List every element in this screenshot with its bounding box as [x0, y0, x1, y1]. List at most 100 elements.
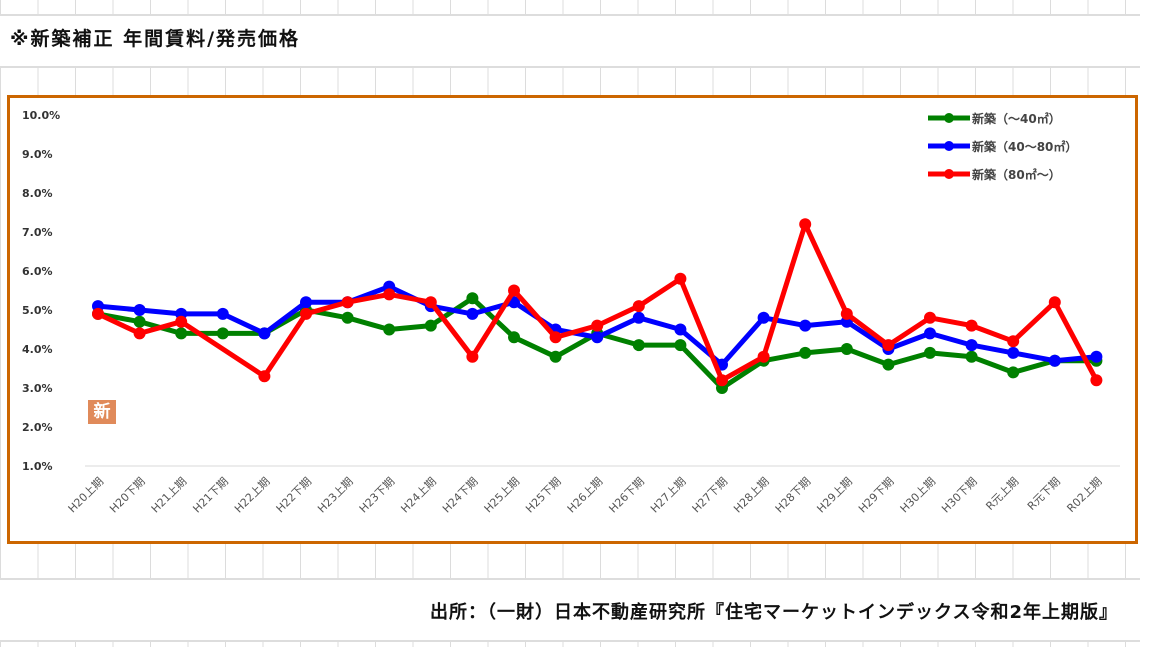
data-point	[341, 296, 354, 309]
data-point	[965, 339, 978, 352]
data-point	[716, 374, 728, 387]
data-point	[799, 346, 812, 359]
series-line	[96, 221, 1099, 383]
legend-marker	[944, 141, 954, 151]
data-point	[508, 284, 520, 297]
legend-marker	[944, 113, 954, 123]
data-point	[466, 307, 479, 320]
y-tick-label: 1.0%	[22, 460, 53, 473]
data-point	[1090, 350, 1103, 363]
data-point	[799, 319, 812, 332]
x-tick-label: R元下期	[1025, 475, 1063, 513]
data-point	[799, 218, 812, 231]
data-point	[1007, 335, 1020, 348]
legend-marker	[944, 169, 954, 179]
data-point	[341, 311, 354, 324]
x-tick-label: H21上期	[149, 475, 190, 516]
x-tick-label: H24下期	[440, 475, 481, 516]
data-point	[632, 311, 645, 324]
y-tick-label: 2.0%	[22, 421, 53, 434]
data-point	[965, 350, 978, 363]
data-point	[674, 323, 687, 336]
data-point	[1090, 374, 1103, 387]
data-point	[424, 319, 437, 332]
title-row	[0, 14, 1140, 68]
data-point	[508, 331, 520, 344]
data-point	[549, 350, 562, 363]
data-point	[882, 358, 895, 371]
x-tick-label: H21下期	[190, 475, 231, 516]
y-tick-label: 3.0%	[22, 382, 53, 395]
x-tick-label: H27下期	[690, 475, 731, 516]
data-point	[466, 292, 479, 305]
data-point	[632, 339, 645, 352]
x-tick-label: H20下期	[107, 475, 148, 516]
data-point	[424, 296, 437, 309]
source-note: 出所：（一財）日本不動産研究所『住宅マーケットインデックス令和2年上期版』	[430, 602, 1118, 623]
chart-frame: 1.0% 2.0% 3.0% 4.0% 5.0% 6.0% 7.0% 8.0% 9.0% 10.0…	[7, 95, 1138, 544]
data-point	[300, 296, 312, 309]
y-tick-label: 9.0%	[22, 148, 53, 161]
data-point	[1007, 366, 1020, 379]
data-point	[1048, 296, 1061, 309]
data-point	[674, 339, 687, 352]
data-point	[175, 315, 188, 328]
data-point	[591, 331, 604, 344]
data-point	[965, 319, 978, 332]
data-point	[924, 327, 936, 340]
data-point	[1007, 346, 1020, 359]
data-point	[757, 350, 770, 363]
data-point	[216, 327, 229, 340]
legend-label: 新築（～40㎡）	[972, 111, 1061, 126]
x-tick-label: H25上期	[482, 475, 523, 516]
x-tick-label: H23下期	[357, 475, 398, 516]
data-point	[133, 304, 146, 316]
data-point	[92, 307, 104, 320]
source-row	[0, 578, 1140, 642]
data-point	[300, 307, 312, 320]
data-point	[175, 327, 188, 340]
x-tick-label: H22上期	[232, 475, 273, 516]
x-tick-label: H30下期	[939, 475, 980, 516]
x-tick-label: H20上期	[66, 475, 107, 516]
x-tick-label: H30上期	[898, 475, 939, 516]
data-point	[632, 300, 645, 313]
y-tick-label: 6.0%	[22, 265, 53, 278]
legend-label: 新築（80㎡～）	[972, 167, 1061, 182]
x-tick-label: H28下期	[773, 475, 814, 516]
x-tick-label: H24上期	[398, 475, 439, 516]
data-point	[882, 339, 895, 352]
data-point	[674, 272, 687, 285]
x-tick-label: R02上期	[1064, 475, 1104, 515]
data-point	[591, 319, 604, 332]
y-tick-label: 8.0%	[22, 187, 53, 200]
x-tick-label: R元上期	[983, 475, 1021, 513]
data-point	[1048, 354, 1061, 367]
y-tick-label: 4.0%	[22, 343, 53, 356]
y-tick-label: 10.0%	[22, 109, 60, 122]
x-tick-label: H23上期	[315, 475, 356, 516]
data-point	[383, 288, 396, 301]
data-point	[383, 323, 396, 336]
data-point	[133, 327, 146, 340]
data-point	[133, 315, 146, 328]
data-point	[757, 311, 770, 324]
x-tick-label: H27上期	[648, 475, 689, 516]
data-point	[466, 350, 479, 363]
x-tick-label: H25下期	[523, 475, 564, 516]
data-point	[549, 331, 562, 344]
legend-label: 新築（40～80㎡）	[972, 139, 1077, 154]
page-title: ※新築補正 年間賃料/発売価格	[10, 28, 301, 50]
data-point	[924, 311, 936, 324]
y-tick-label: 7.0%	[22, 226, 53, 239]
x-tick-label: H26上期	[565, 475, 606, 516]
new-badge: 新	[88, 400, 116, 424]
x-tick-label: H29上期	[814, 475, 855, 516]
x-tick-label: H29下期	[856, 475, 897, 516]
data-point	[924, 346, 936, 359]
line-chart: 1.0% 2.0% 3.0% 4.0% 5.0% 6.0% 7.0% 8.0% 9.0% 10.0…	[22, 109, 1120, 516]
y-tick-label: 5.0%	[22, 304, 53, 317]
x-tick-label: H28上期	[731, 475, 772, 516]
data-point	[216, 307, 229, 320]
x-tick-label: H26下期	[606, 475, 647, 516]
